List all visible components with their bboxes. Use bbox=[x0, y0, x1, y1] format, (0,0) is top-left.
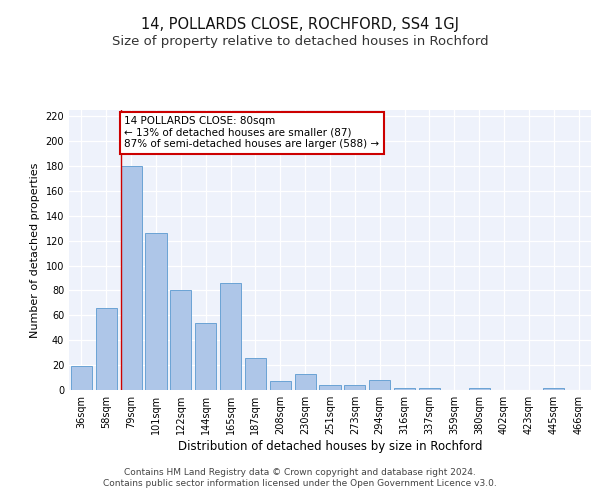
Bar bbox=[71, 366, 92, 390]
Bar bbox=[369, 380, 390, 390]
Text: 14, POLLARDS CLOSE, ROCHFORD, SS4 1GJ: 14, POLLARDS CLOSE, ROCHFORD, SS4 1GJ bbox=[141, 18, 459, 32]
Bar bbox=[344, 385, 365, 390]
Bar bbox=[96, 308, 117, 390]
Bar bbox=[195, 323, 216, 390]
Y-axis label: Number of detached properties: Number of detached properties bbox=[30, 162, 40, 338]
Text: Size of property relative to detached houses in Rochford: Size of property relative to detached ho… bbox=[112, 35, 488, 48]
Bar bbox=[121, 166, 142, 390]
Bar bbox=[295, 374, 316, 390]
Bar bbox=[170, 290, 191, 390]
X-axis label: Distribution of detached houses by size in Rochford: Distribution of detached houses by size … bbox=[178, 440, 482, 453]
Bar bbox=[145, 233, 167, 390]
Bar bbox=[245, 358, 266, 390]
Bar bbox=[220, 283, 241, 390]
Bar bbox=[469, 388, 490, 390]
Text: 14 POLLARDS CLOSE: 80sqm
← 13% of detached houses are smaller (87)
87% of semi-d: 14 POLLARDS CLOSE: 80sqm ← 13% of detach… bbox=[124, 116, 379, 150]
Bar bbox=[394, 388, 415, 390]
Bar bbox=[319, 385, 341, 390]
Bar bbox=[419, 388, 440, 390]
Text: Contains HM Land Registry data © Crown copyright and database right 2024.
Contai: Contains HM Land Registry data © Crown c… bbox=[103, 468, 497, 487]
Bar bbox=[270, 382, 291, 390]
Bar bbox=[543, 388, 564, 390]
